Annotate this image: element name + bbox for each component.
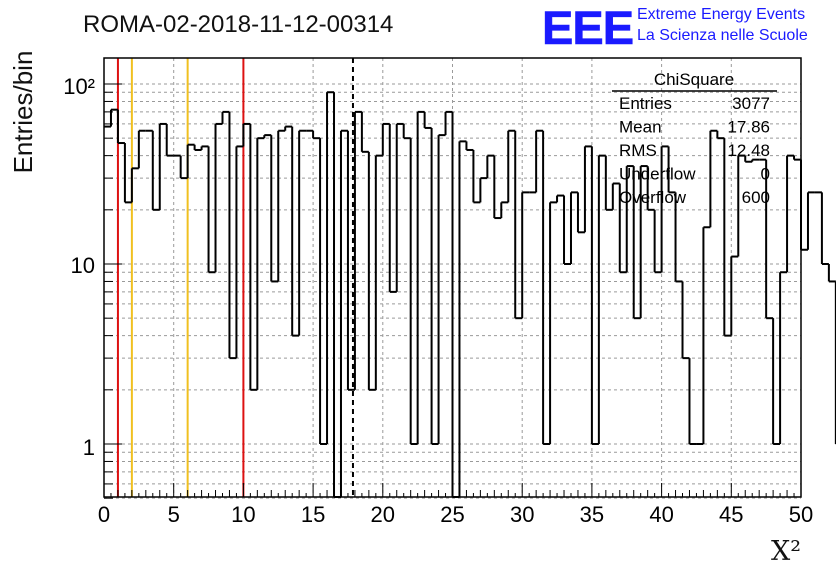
- y-tick-label: 1: [83, 435, 95, 460]
- x-tick-label: 10: [231, 502, 255, 527]
- y-axis-label: Entries/bin: [8, 51, 38, 174]
- x-tick-label: 0: [98, 502, 110, 527]
- x-tick-label: 40: [649, 502, 673, 527]
- stats-label: Underflow: [619, 165, 696, 184]
- axes: 0 5 10 15 20 25 30 35 40 45 50 1 10 10²: [63, 57, 813, 527]
- logo-line-1: Extreme Energy Events: [637, 6, 805, 23]
- x-axis-label: X²: [771, 536, 801, 567]
- logo-mark: EEE: [542, 1, 633, 54]
- stats-label: Mean: [619, 118, 662, 137]
- stats-title: ChiSquare: [654, 70, 734, 89]
- stats-label: RMS: [619, 141, 657, 160]
- x-tick-label: 20: [371, 502, 395, 527]
- stats-value: 0: [761, 165, 770, 184]
- x-tick-label: 30: [510, 502, 534, 527]
- x-tick-label: 45: [719, 502, 743, 527]
- stats-label: Entries: [619, 94, 672, 113]
- stats-value: 17.86: [727, 118, 770, 137]
- histogram-bins: [104, 91, 836, 498]
- logo-line-2: La Scienza nelle Scuole: [637, 27, 808, 44]
- y-tick-label: 10: [71, 253, 95, 278]
- stats-label: Overflow: [619, 188, 687, 207]
- chart-title: ROMA-02-2018-11-12-00314: [83, 11, 393, 38]
- x-tick-label: 5: [168, 502, 180, 527]
- stats-value: 3077: [732, 94, 770, 113]
- stats-box: ChiSquare Entries 3077 Mean 17.86 RMS 12.48 Un…: [612, 70, 777, 207]
- stats-value: 600: [742, 188, 770, 207]
- x-tick-label: 25: [440, 502, 464, 527]
- reference-lines: [116, 58, 354, 497]
- y-tick-label: 10²: [63, 74, 95, 99]
- stats-value: 12.48: [727, 141, 770, 160]
- x-tick-label: 15: [301, 502, 325, 527]
- eee-logo: EEE Extreme Energy Events La Scienza nel…: [542, 1, 808, 55]
- x-tick-label: 50: [789, 502, 813, 527]
- x-tick-label: 35: [580, 502, 604, 527]
